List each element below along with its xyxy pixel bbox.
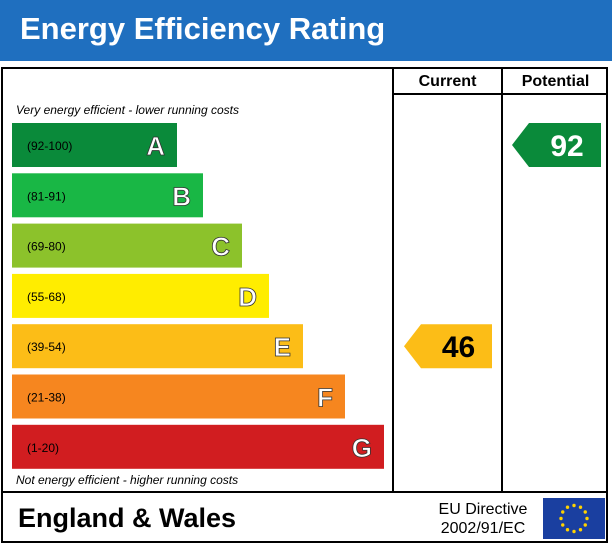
divider-colheader (392, 93, 608, 95)
flag-star (578, 528, 583, 532)
band-e-range: (39-54) (27, 340, 66, 354)
flag-star (565, 528, 570, 532)
rating-frame (1, 67, 608, 543)
divider-footer (1, 491, 608, 493)
band-f-range: (21-38) (27, 391, 66, 405)
band-e-bar (12, 324, 303, 369)
band-g-bar (12, 424, 384, 469)
band-b-letter: B (172, 181, 191, 211)
header-bar: Energy Efficiency Rating (0, 0, 612, 61)
flag-star (583, 523, 587, 527)
band-d-range: (55-68) (27, 290, 66, 304)
flag-star (583, 510, 587, 514)
band-f-letter: F (317, 383, 333, 413)
potential-rating-value: 92 (550, 130, 583, 163)
band-g-letter: G (352, 433, 372, 463)
flag-star (565, 505, 570, 509)
current-rating-arrow (404, 324, 492, 369)
directive-line-1: EU Directive (438, 501, 528, 518)
flag-star (585, 516, 589, 521)
band-d-bar (12, 273, 269, 318)
band-d-letter: D (238, 282, 257, 312)
flag-star (561, 510, 565, 514)
column-current-label: Current (418, 73, 477, 90)
band-b-bar (12, 173, 203, 218)
band-c-letter: C (211, 232, 230, 262)
flag-star (572, 503, 576, 508)
top-note: Very energy efficient - lower running co… (16, 103, 239, 117)
potential-rating-arrow (512, 123, 601, 167)
current-rating-value: 46 (442, 331, 475, 364)
flag-star (561, 523, 565, 527)
flag-star (559, 516, 563, 521)
band-f-bar (12, 374, 345, 419)
divider-current (392, 67, 394, 493)
flag-star (572, 529, 576, 534)
bottom-note: Not energy efficient - higher running co… (16, 473, 239, 487)
band-a-bar (12, 123, 177, 167)
band-c-bar (12, 223, 242, 268)
band-c-range: (69-80) (27, 240, 66, 254)
region-label: England & Wales (18, 503, 237, 533)
band-b-range: (81-91) (27, 189, 66, 203)
eu-flag-icon (543, 498, 605, 539)
divider-potential (501, 67, 503, 493)
flag-star (578, 505, 583, 509)
band-a-letter: A (146, 131, 165, 161)
band-g-range: (1-20) (27, 441, 59, 455)
page-title: Energy Efficiency Rating (20, 11, 386, 46)
directive-line-2: 2002/91/EC (440, 520, 526, 537)
band-a-range: (92-100) (27, 139, 72, 153)
directive-label: EU Directive 2002/91/EC (420, 500, 546, 538)
column-potential-label: Potential (521, 73, 590, 90)
band-e-letter: E (274, 332, 291, 362)
